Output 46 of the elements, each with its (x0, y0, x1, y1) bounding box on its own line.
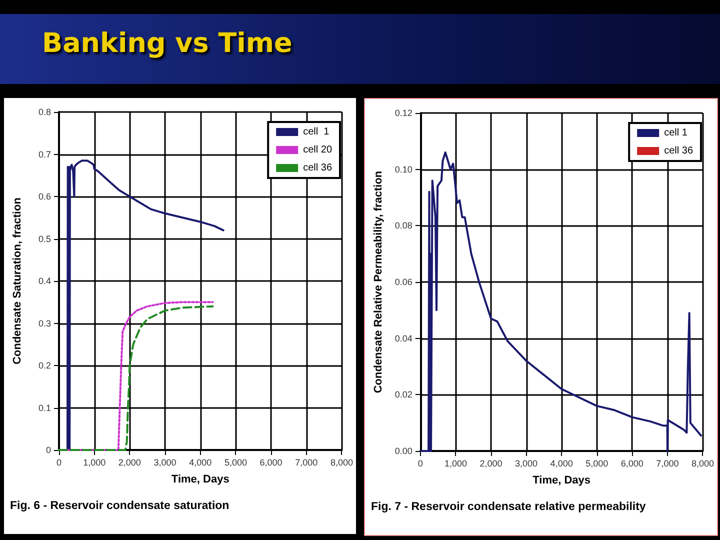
y-tick-label: 0.06 (394, 277, 412, 287)
x-tick-label: 0 (56, 458, 62, 468)
x-tick-label: 2,000 (118, 458, 141, 468)
y-tick-label: 0.3 (38, 318, 51, 328)
y-tick-label: 0.2 (38, 360, 51, 370)
x-tick-label: 4,000 (550, 458, 573, 468)
y-tick-label: 0.6 (38, 192, 51, 202)
y-tick-label: 0.8 (38, 107, 51, 117)
y-tick-label: 0.4 (38, 276, 51, 286)
y-tick-label: 0.5 (38, 234, 51, 244)
x-tick-label: 6,000 (620, 458, 644, 468)
x-axis-title: Time, Days (171, 474, 230, 486)
x-tick-label: 8,000 (330, 458, 354, 468)
chart-title: Banking vs Time (42, 28, 292, 59)
x-tick-label: 1,000 (83, 458, 106, 468)
caption: Fig. 7 - Reservoir condensate relative permeability (370, 500, 647, 515)
x-tick-label: 5,000 (224, 458, 247, 468)
y-tick-label: 0.12 (394, 108, 412, 118)
y-tick-label: 0.04 (394, 333, 412, 344)
x-tick-label: 7,000 (295, 458, 318, 468)
legend-label: cell 36 (664, 146, 694, 156)
y-tick-label: 0.02 (394, 390, 412, 400)
y-tick-label: 0.7 (38, 149, 51, 160)
x-tick-label: 4,000 (189, 458, 212, 468)
y-tick-label: 0.00 (394, 446, 412, 456)
x-tick-label: 1,000 (444, 458, 467, 468)
x-tick-label: 3,000 (515, 458, 538, 468)
legend-label: cell 36 (303, 162, 332, 174)
legend-label: cell 20 (303, 144, 332, 156)
x-tick-label: 2,000 (480, 458, 502, 468)
x-tick-label: 0 (418, 458, 423, 468)
caption: Fig. 6 - Reservoir condensate saturation (9, 499, 230, 514)
y-axis-title: Condensate Saturation, fraction (12, 197, 24, 364)
x-axis-title: Time, Days (532, 474, 591, 486)
y-tick-label: 0.10 (394, 164, 412, 174)
x-tick-label: 5,000 (586, 458, 608, 468)
legend-label: cell 1 (303, 126, 330, 138)
x-tick-label: 8,000 (691, 458, 714, 468)
y-axis-title: Condensate Relative Permeability, fraction (372, 170, 384, 394)
legend-label: cell 1 (664, 128, 688, 138)
y-tick-label: 0.1 (38, 402, 51, 413)
x-tick-label: 6,000 (260, 458, 282, 468)
x-tick-label: 7,000 (656, 458, 679, 468)
x-tick-label: 3,000 (154, 458, 176, 468)
y-tick-label: 0.08 (394, 220, 412, 231)
y-tick-label: 0 (46, 445, 51, 455)
